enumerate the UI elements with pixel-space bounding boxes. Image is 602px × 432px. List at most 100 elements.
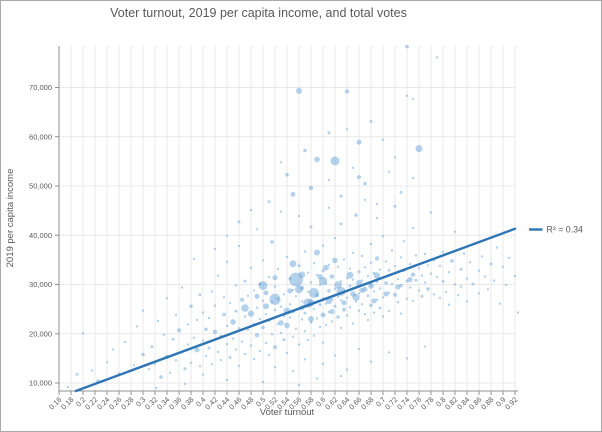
data-point — [306, 271, 310, 274]
data-point — [356, 280, 362, 286]
data-point — [150, 345, 154, 349]
data-point — [342, 258, 346, 261]
data-point — [288, 316, 292, 319]
y-tick-label: 10,000 — [29, 379, 52, 388]
data-point — [284, 322, 290, 329]
data-point — [237, 364, 241, 367]
data-point — [261, 299, 265, 302]
data-point — [247, 310, 255, 317]
data-point — [318, 283, 322, 287]
data-point — [276, 268, 280, 271]
data-point — [345, 276, 349, 280]
data-point — [345, 128, 349, 131]
data-point — [459, 285, 463, 288]
data-point — [243, 315, 247, 318]
data-point — [351, 322, 355, 325]
data-point — [327, 131, 331, 135]
data-point — [357, 347, 361, 351]
data-point — [225, 342, 229, 346]
x-tick-label: 0.48 — [239, 395, 255, 411]
data-point — [465, 277, 469, 280]
data-point — [212, 329, 218, 334]
data-point — [411, 226, 415, 230]
data-point — [333, 237, 337, 240]
data-point — [241, 304, 249, 312]
data-point — [363, 266, 367, 269]
y-tick-label: 30,000 — [29, 280, 52, 289]
data-point — [399, 312, 403, 315]
data-point — [330, 320, 334, 323]
data-point — [264, 341, 268, 345]
data-point — [390, 282, 394, 286]
data-point — [366, 294, 370, 298]
data-point — [477, 269, 481, 272]
data-point — [267, 275, 271, 279]
data-point — [360, 279, 364, 282]
data-point — [366, 274, 370, 278]
data-point — [381, 235, 385, 238]
data-point — [387, 291, 391, 295]
data-point — [327, 178, 331, 182]
data-point — [297, 264, 301, 268]
data-point — [369, 283, 373, 286]
data-point — [415, 145, 423, 153]
data-point — [279, 161, 283, 164]
data-point — [414, 254, 418, 257]
data-point — [504, 283, 508, 287]
data-point — [438, 264, 442, 267]
data-point — [453, 230, 457, 233]
data-point — [290, 191, 296, 197]
data-point — [423, 281, 427, 284]
data-point — [344, 89, 350, 94]
data-point — [357, 270, 361, 274]
data-point — [363, 312, 367, 316]
data-point — [405, 357, 409, 360]
data-point — [267, 353, 271, 357]
data-point — [165, 297, 169, 300]
data-point — [417, 289, 421, 292]
data-point — [287, 288, 293, 294]
data-point — [432, 293, 436, 296]
data-point — [332, 257, 338, 264]
data-point — [399, 190, 403, 194]
y-axis-title: 2019 per capita income — [5, 169, 16, 268]
y-tick-label: 70,000 — [29, 83, 52, 92]
data-point — [230, 319, 236, 325]
data-point — [366, 318, 370, 322]
data-point — [270, 240, 274, 244]
data-point — [234, 309, 238, 313]
data-point — [111, 348, 115, 351]
data-point — [354, 300, 358, 303]
data-point — [339, 194, 343, 198]
data-point — [273, 285, 277, 288]
data-point — [333, 304, 337, 308]
legend: R² = 0.34 — [529, 225, 583, 235]
data-point — [66, 385, 70, 389]
data-point — [381, 315, 385, 318]
data-point — [315, 293, 319, 298]
data-point — [341, 300, 347, 306]
data-point — [369, 120, 373, 123]
data-point — [429, 211, 433, 214]
data-point — [285, 255, 289, 259]
data-point — [282, 338, 286, 342]
data-point — [291, 370, 295, 373]
data-point — [237, 327, 241, 330]
data-point — [369, 303, 373, 308]
data-point — [270, 301, 274, 304]
data-point — [174, 313, 178, 317]
data-point — [252, 357, 256, 361]
x-tick-label: 0.28 — [119, 395, 135, 411]
data-point — [289, 260, 297, 268]
data-point — [213, 247, 217, 251]
data-point — [269, 293, 281, 305]
data-point — [435, 275, 439, 279]
data-point — [273, 308, 277, 312]
data-point — [263, 303, 269, 310]
data-point — [234, 348, 238, 351]
data-point — [339, 374, 343, 378]
data-point — [171, 337, 175, 341]
axes — [55, 46, 518, 395]
data-point — [243, 279, 247, 283]
data-point — [222, 312, 226, 317]
